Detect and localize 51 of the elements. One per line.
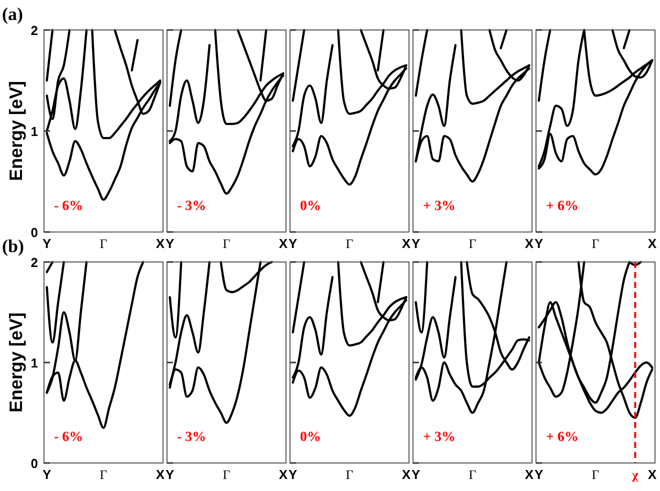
x-tick-label: Γ [468,467,477,482]
x-tick-label: X [402,236,411,251]
x-tick-label: X [402,467,411,482]
annotation: 0% [300,199,321,214]
x-tick-label: Y [534,236,544,251]
x-tick-label: X [524,236,534,251]
y-tick-label: 2 [30,23,38,38]
annotation: - 6% [54,199,84,214]
x-tick-label: Y [411,467,420,482]
x-tick-label: Y [42,236,52,251]
x-tick-label: X [278,467,288,482]
x-tick-label: Γ [222,467,231,482]
x-tick-label: X [648,236,657,251]
annotation: + 6% [546,199,578,214]
annotation: - 3% [177,430,206,445]
annotation: + 3% [423,199,456,214]
x-tick-label: X [648,467,657,482]
y-tick-label: 2 [30,255,38,270]
annotation: - 6% [54,430,84,445]
x-tick-label: Γ [468,236,477,251]
annotation: + 3% [423,430,456,445]
x-tick-label: X [156,467,165,482]
y-axis-title: Energy [eV] [6,312,26,413]
y-tick-label: 1 [30,124,38,139]
text: (a) [2,4,23,24]
y-tick-label: 0 [30,225,38,240]
x-tick-label: Y [165,236,174,251]
x-tick-label: Γ [222,236,231,251]
x-tick-label: Γ [346,467,354,482]
annotation: - 3% [177,199,206,214]
x-tick-label: Y [534,467,544,482]
x-tick-label: Y [288,236,298,251]
x-tick-label: Γ [100,236,108,251]
x-tick-label: Y [42,467,52,482]
x-tick-label: X [524,467,534,482]
x-tick-label: X [156,236,165,251]
x-tick-label: Γ [346,236,354,251]
y-tick-label: 0 [30,456,38,471]
x-tick-label: χ [631,467,640,482]
y-axis-title: Energy [eV] [6,80,26,182]
x-tick-label: Y [288,467,298,482]
annotation: + 6% [546,430,578,445]
x-tick-label: Y [411,236,420,251]
x-tick-label: Γ [100,467,108,482]
y-tick-label: 1 [30,356,38,370]
x-tick-label: Y [165,467,174,482]
x-tick-label: Γ [592,467,600,482]
x-tick-label: X [278,236,288,251]
annotation: 0% [300,430,321,445]
text: (b) [2,236,24,256]
x-tick-label: Γ [592,236,600,251]
